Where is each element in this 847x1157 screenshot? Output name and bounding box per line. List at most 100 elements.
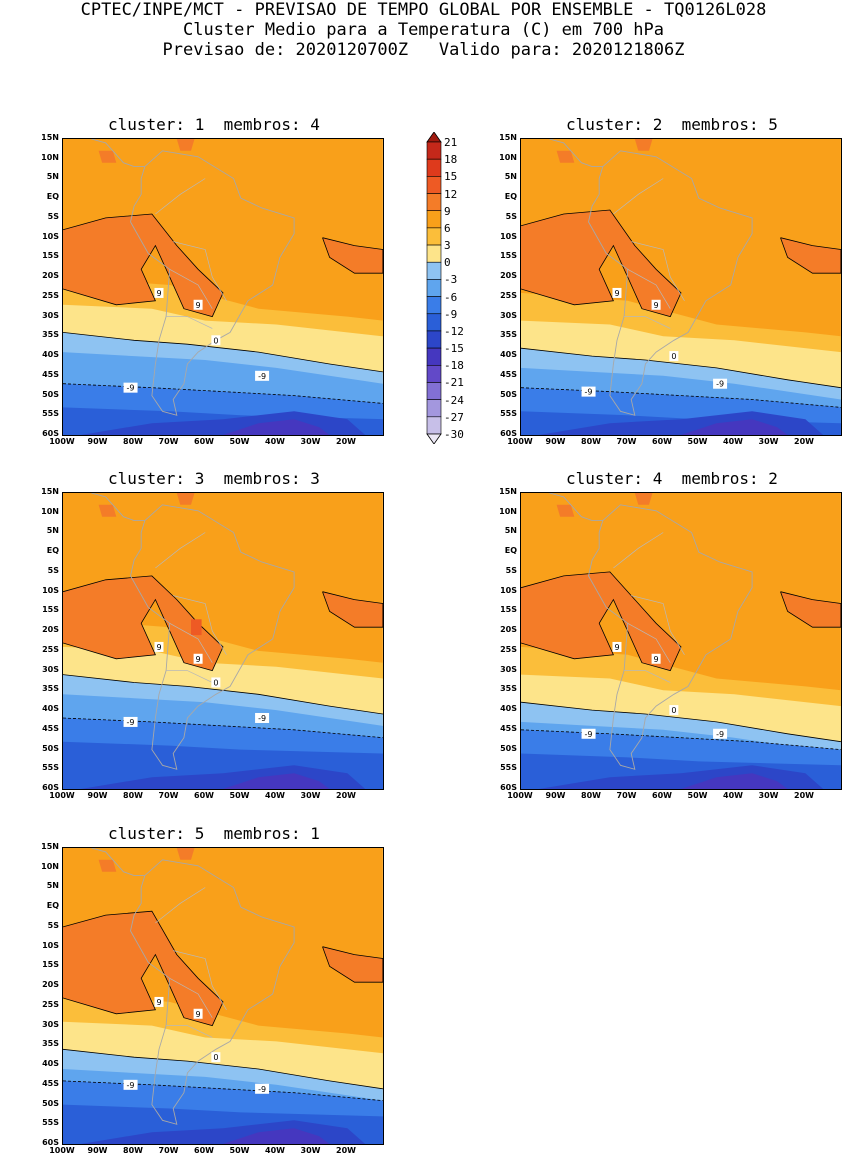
country-border (613, 532, 664, 569)
lat-tick-label: 25S (500, 644, 517, 654)
lat-tick-label: 45S (42, 369, 59, 379)
map-panel-3: 9 9 0 -9 -9 (62, 492, 384, 790)
lon-tick-label: 20W (336, 437, 356, 446)
colorbar-tick-label: -15 (444, 342, 464, 356)
warm-blob (176, 848, 195, 860)
lat-tick-label: 45S (500, 723, 517, 733)
lat-tick-label: EQ (46, 546, 59, 556)
lon-tick-label: 70W (158, 791, 179, 800)
colorbar-swatch (426, 210, 442, 229)
contour-label-9: 9 (154, 287, 164, 298)
lon-tick-label: 100W (49, 791, 75, 800)
lon-tick-label: 40W (723, 791, 743, 800)
lon-tick-label: 40W (265, 437, 285, 446)
colorbar-tick-label: -21 (444, 376, 464, 390)
warm-blob (634, 493, 653, 505)
contour-9 (63, 213, 224, 318)
central-america-outline (91, 848, 145, 877)
lat-tick-label: 35S (42, 684, 59, 694)
lon-tick-label: 50W (229, 1146, 250, 1155)
country-border (173, 950, 227, 1010)
lat-tick-label: 25S (500, 290, 517, 300)
lon-tick-label: 30W (758, 437, 779, 446)
lon-tick-label: 60W (194, 1146, 214, 1155)
contour-9-atlantic (322, 591, 383, 628)
country-border (173, 241, 227, 301)
band-12-15 (191, 619, 202, 636)
colorbar-swatch (426, 296, 442, 315)
contour-label-0: 0 (211, 677, 221, 688)
svg-text:-9: -9 (127, 384, 135, 393)
lat-tick-label: 60S (42, 783, 59, 792)
lat-tick-label: 5S (47, 920, 59, 930)
temperature-field: 9 9 0 -9 -9 (63, 493, 383, 789)
lat-tick-label: 30S (500, 310, 517, 320)
lat-tick-label: 5S (505, 211, 517, 221)
svg-text:-9: -9 (258, 1085, 266, 1094)
colorbar-swatch (426, 141, 442, 160)
svg-text:-9: -9 (716, 730, 724, 739)
lon-tick-label: 100W (49, 1146, 75, 1155)
temperature-field: 9 9 0 -9 -9 (521, 139, 841, 435)
lon-tick-label: 60W (194, 791, 214, 800)
contour-label-m9: -9 (581, 386, 596, 397)
lon-tick-label: 70W (158, 1146, 179, 1155)
panel-title-3: cluster: 3 membros: 3 (108, 469, 320, 488)
lat-tick-label: 40S (42, 350, 59, 360)
lat-tick-label: 55S (500, 409, 517, 419)
lat-tick-label: 20S (500, 271, 517, 281)
warm-blob (634, 139, 653, 151)
lat-tick-label: 15S (500, 251, 517, 261)
lat-tick-label: 5N (504, 172, 517, 182)
lat-tick-label: 55S (42, 409, 59, 419)
continent-outline (588, 150, 753, 416)
warm-blob (98, 859, 117, 872)
band-m18-m15 (223, 419, 330, 435)
lon-tick-label: 70W (616, 791, 637, 800)
panel-title-1: cluster: 1 membros: 4 (108, 115, 320, 134)
country-border (624, 316, 671, 329)
colorbar-tick-label: -30 (444, 428, 464, 441)
lat-tick-label: 40S (500, 704, 517, 714)
country-border (627, 622, 671, 663)
panel-title-4: cluster: 4 membros: 2 (566, 469, 778, 488)
lon-tick-label: 20W (336, 791, 356, 800)
lat-tick-label: 60S (42, 1138, 59, 1147)
lat-tick-label: 5N (46, 172, 59, 182)
contour-label-m9: -9 (123, 382, 138, 393)
lon-tick-label: 50W (687, 437, 708, 446)
lon-tick-label: 80W (123, 791, 143, 800)
lat-tick-label: 30S (42, 310, 59, 320)
lat-tick-label: 45S (500, 369, 517, 379)
lat-tick-label: 20S (42, 980, 59, 990)
contour-label-9: 9 (193, 653, 203, 664)
svg-text:-9: -9 (127, 1081, 135, 1090)
svg-text:9: 9 (196, 301, 201, 310)
lat-tick-label: EQ (46, 192, 59, 202)
band-9-12-atlantic (322, 591, 383, 628)
lon-tick-label: 80W (123, 437, 143, 446)
band-9-12-atlantic (322, 237, 383, 274)
band-9-12 (521, 210, 681, 317)
band-9-12-atlantic (322, 946, 383, 983)
panel-title-2: cluster: 2 membros: 5 (566, 115, 778, 134)
contour-9-atlantic (780, 591, 841, 628)
lat-tick-label: 60S (500, 783, 517, 792)
country-border (155, 887, 206, 924)
contour-label-0: 0 (669, 705, 679, 716)
colorbar-arrow-bottom (426, 433, 442, 444)
lat-tick-label: 30S (42, 664, 59, 674)
colorbar-tick-label: -27 (444, 410, 464, 424)
lon-tick-label: 40W (265, 791, 285, 800)
header-line-3: Previsao de: 2020120700Z Valido para: 20… (162, 40, 685, 60)
colorbar-tick-label: -12 (444, 324, 464, 338)
band-9-12 (63, 575, 223, 671)
lat-tick-label: 35S (500, 330, 517, 340)
temperature-field: 9 9 0 -9 -9 (63, 848, 383, 1144)
lat-tick-label: 25S (42, 999, 59, 1009)
lon-tick-label: 70W (616, 437, 637, 446)
colorbar-swatch (426, 193, 442, 212)
contour-label-m9: -9 (255, 712, 270, 723)
lat-tick-label: 15S (42, 960, 59, 970)
svg-text:-9: -9 (127, 718, 135, 727)
